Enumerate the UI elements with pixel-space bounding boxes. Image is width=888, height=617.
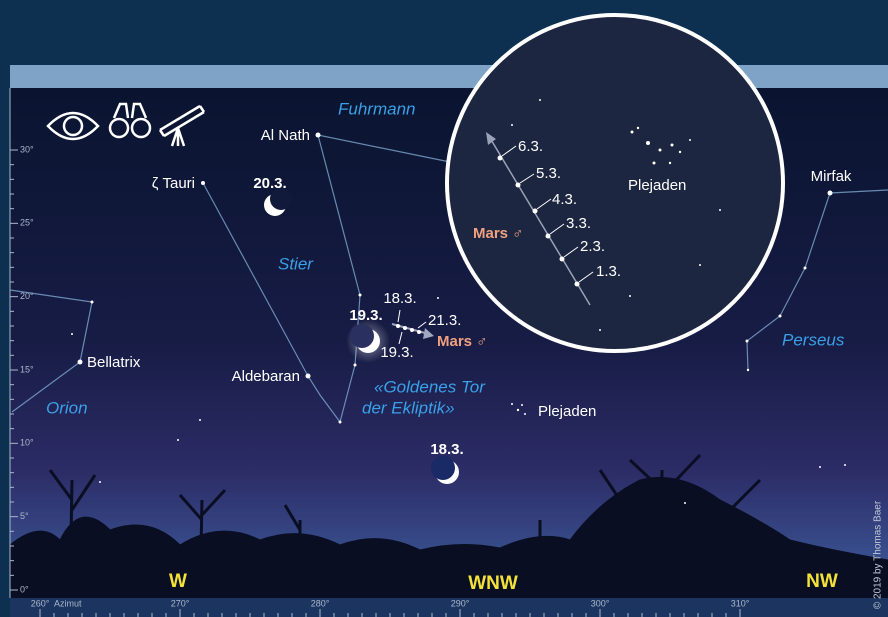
- mars-track: [391, 309, 434, 345]
- copyright: © 2019 by Thomas Baer: [873, 500, 884, 609]
- inset-date: 2.3.: [580, 238, 605, 255]
- mars-date: 18.3.: [383, 290, 416, 307]
- tree-silhouette: [9, 453, 888, 599]
- star-label: Al Nath: [261, 127, 310, 144]
- azimuth-tick-label: 300°: [591, 598, 610, 608]
- star-label: Bellatrix: [87, 354, 141, 371]
- azimuth-tick-label: 260°: [31, 598, 50, 608]
- azimuth-bar: [10, 598, 888, 617]
- inset-date: 3.3.: [566, 215, 591, 232]
- azimuth-tick-label: 310°: [731, 598, 750, 608]
- inset-date: 6.3.: [518, 138, 543, 155]
- moon-date: 20.3.: [253, 175, 286, 192]
- azimuth-tick-label: 270°: [171, 598, 190, 608]
- inset-date: 4.3.: [552, 191, 577, 208]
- mars-date: 21.3.: [428, 312, 461, 329]
- azimuth-tick-label: 290°: [451, 598, 470, 608]
- constellation-label: Fuhrmann: [338, 99, 415, 118]
- inset-mars-label: Mars ♂: [473, 225, 523, 242]
- constellation-lines: [9, 134, 888, 424]
- moon-date: 19.3.: [349, 307, 382, 324]
- compass-label: WNW: [468, 573, 518, 594]
- inset-date: 5.3.: [536, 165, 561, 182]
- altitude-tick-label: 0°: [20, 584, 29, 594]
- inset-cluster-label: Plejaden: [628, 177, 686, 194]
- ecliptic-label: der Ekliptik»: [362, 398, 455, 417]
- azimuth-unit: Azimut: [54, 598, 82, 608]
- azimuth-tick-label: 280°: [311, 598, 330, 608]
- moon-19: [346, 319, 390, 363]
- observation-icons: [46, 102, 206, 147]
- altitude-tick-label: 15°: [20, 364, 34, 374]
- constellation-label: Orion: [46, 398, 88, 417]
- inset-date: 1.3.: [596, 263, 621, 280]
- stars: [71, 132, 846, 504]
- altitude-tick-label: 20°: [20, 291, 34, 301]
- moon-date: 18.3.: [430, 441, 463, 458]
- star-label: Aldebaran: [232, 368, 300, 385]
- moon-18: [431, 456, 459, 484]
- altitude-tick-label: 5°: [20, 511, 29, 521]
- altitude-tick-label: 10°: [20, 438, 34, 448]
- star-label: ζ Tauri: [152, 175, 195, 192]
- constellation-label: Perseus: [782, 330, 845, 349]
- ecliptic-label: «Goldenes Tor: [374, 377, 486, 396]
- star-label: Mirfak: [811, 168, 852, 185]
- star-label: Plejaden: [538, 403, 596, 420]
- top-band: [0, 0, 888, 65]
- moon-20: [264, 188, 292, 216]
- altitude-tick-label: 30°: [20, 144, 34, 154]
- compass-label: NW: [806, 571, 838, 592]
- inset: [445, 13, 785, 353]
- altitude-tick-label: 25°: [20, 218, 34, 228]
- constellation-label: Stier: [278, 254, 314, 273]
- top-strip: [10, 65, 888, 88]
- mars-date: 19.3.: [380, 344, 413, 361]
- mars-label: Mars ♂: [437, 333, 487, 350]
- compass-label: W: [169, 571, 187, 592]
